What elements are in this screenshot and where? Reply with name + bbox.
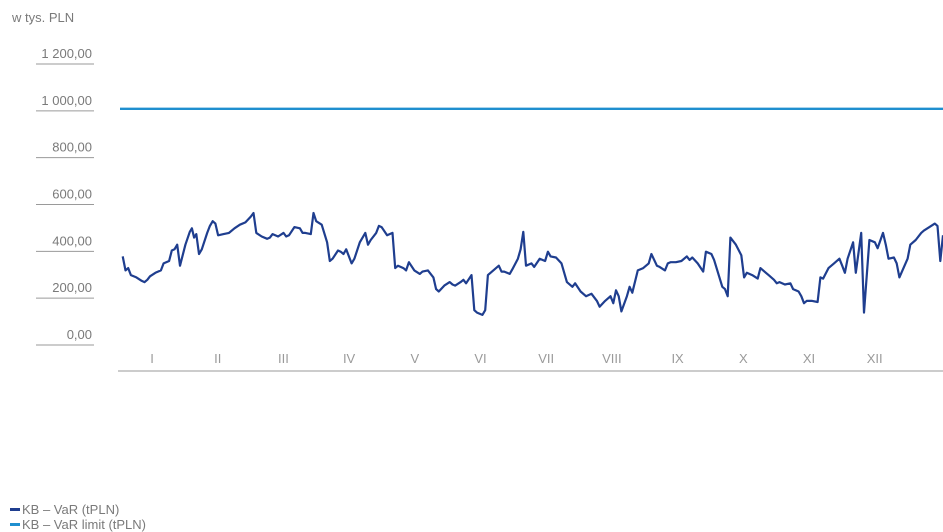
x-tick-label: XI [803,351,815,366]
var-line [121,211,943,316]
y-tick-label: 200,00 [52,280,92,295]
legend-swatch-limit [10,523,20,526]
y-tick-label: 1 000,00 [41,93,92,108]
y-tick-label: 400,00 [52,233,92,248]
x-tick-label: IX [671,351,684,366]
legend-item-limit: KB – VaR limit (tPLN) [10,517,146,532]
y-axis: 0,00 200,00 400,00 600,00 800,00 1 000,00 1 20… [36,46,94,346]
x-tick-label: X [739,351,748,366]
unit-label: w tys. PLN [11,10,74,25]
legend-label-var: KB – VaR (tPLN) [22,502,120,517]
x-tick-label: VIII [602,351,622,366]
x-tick-label: XII [867,351,883,366]
series-group [120,107,943,316]
legend: KB – VaR (tPLN) KB – VaR limit (tPLN) [10,502,146,532]
x-tick-label: VII [538,351,554,366]
x-tick-label: III [278,351,289,366]
x-tick-label: IV [343,351,356,366]
legend-swatch-var [10,508,20,511]
y-tick-label: 0,00 [67,327,92,342]
x-tick-label: I [150,351,154,366]
legend-label-limit: KB – VaR limit (tPLN) [22,517,147,532]
x-axis: I II III IV V VI VII VIII IX X XI XII [118,351,943,372]
legend-item-var: KB – VaR (tPLN) [10,502,146,517]
y-tick-label: 600,00 [52,187,92,202]
x-tick-label: V [410,351,419,366]
y-tick-label: 800,00 [52,140,92,155]
y-tick-label: 1 200,00 [41,46,92,61]
x-tick-label: II [214,351,221,366]
x-tick-label: VI [474,351,486,366]
